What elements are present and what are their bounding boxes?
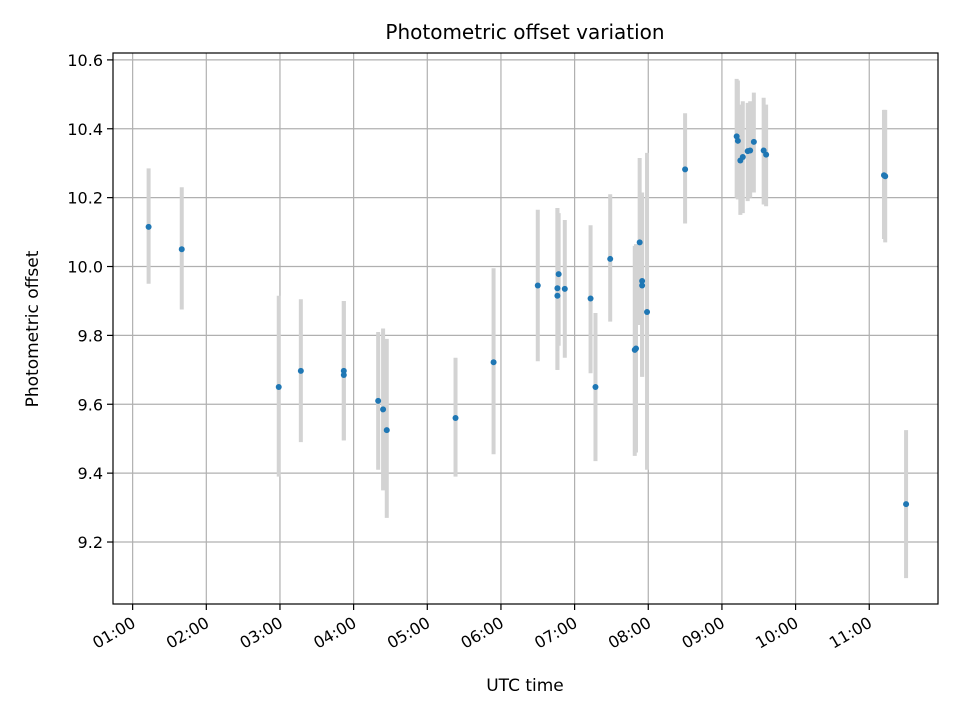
data-point [763,151,770,158]
data-point [682,166,689,173]
data-point [275,384,282,391]
data-point [375,397,382,404]
data-points [145,133,910,508]
y-tick-label: 9.2 [78,533,103,552]
data-point [592,384,599,391]
data-point [534,282,541,289]
y-tick-label: 10.0 [67,258,103,277]
y-tick-label: 10.2 [67,189,103,208]
data-point [555,271,562,278]
data-point [554,292,561,299]
y-tick-label: 10.4 [67,120,103,139]
data-point [903,501,910,508]
data-point [607,255,614,262]
data-point [452,415,459,422]
data-point [734,137,741,144]
data-point [739,154,746,161]
data-point [636,239,643,246]
data-point [639,282,646,289]
data-point [750,138,757,145]
plot-frame [112,52,939,605]
data-point [554,285,561,292]
x-axis-title: UTC time [486,676,564,696]
y-tick-label: 10.6 [67,51,103,70]
data-point [380,406,387,413]
y-axis-title: Photometric offset [23,250,43,407]
data-point [490,359,497,366]
chart-title: Photometric offset variation [385,20,664,44]
data-point [747,147,754,154]
data-point [297,367,304,374]
data-point [145,223,152,230]
data-point [340,367,347,374]
data-point [639,277,646,284]
data-point [383,427,390,434]
data-point [632,345,639,352]
data-point [587,295,594,302]
data-point [178,246,185,253]
data-point [340,371,347,378]
y-tick-label: 9.6 [78,395,103,414]
data-point [644,308,651,315]
grid-lines [113,53,938,604]
y-tick-label: 9.8 [78,326,103,345]
data-point [882,173,889,180]
y-tick-label: 9.4 [78,464,103,483]
data-point [561,285,568,292]
